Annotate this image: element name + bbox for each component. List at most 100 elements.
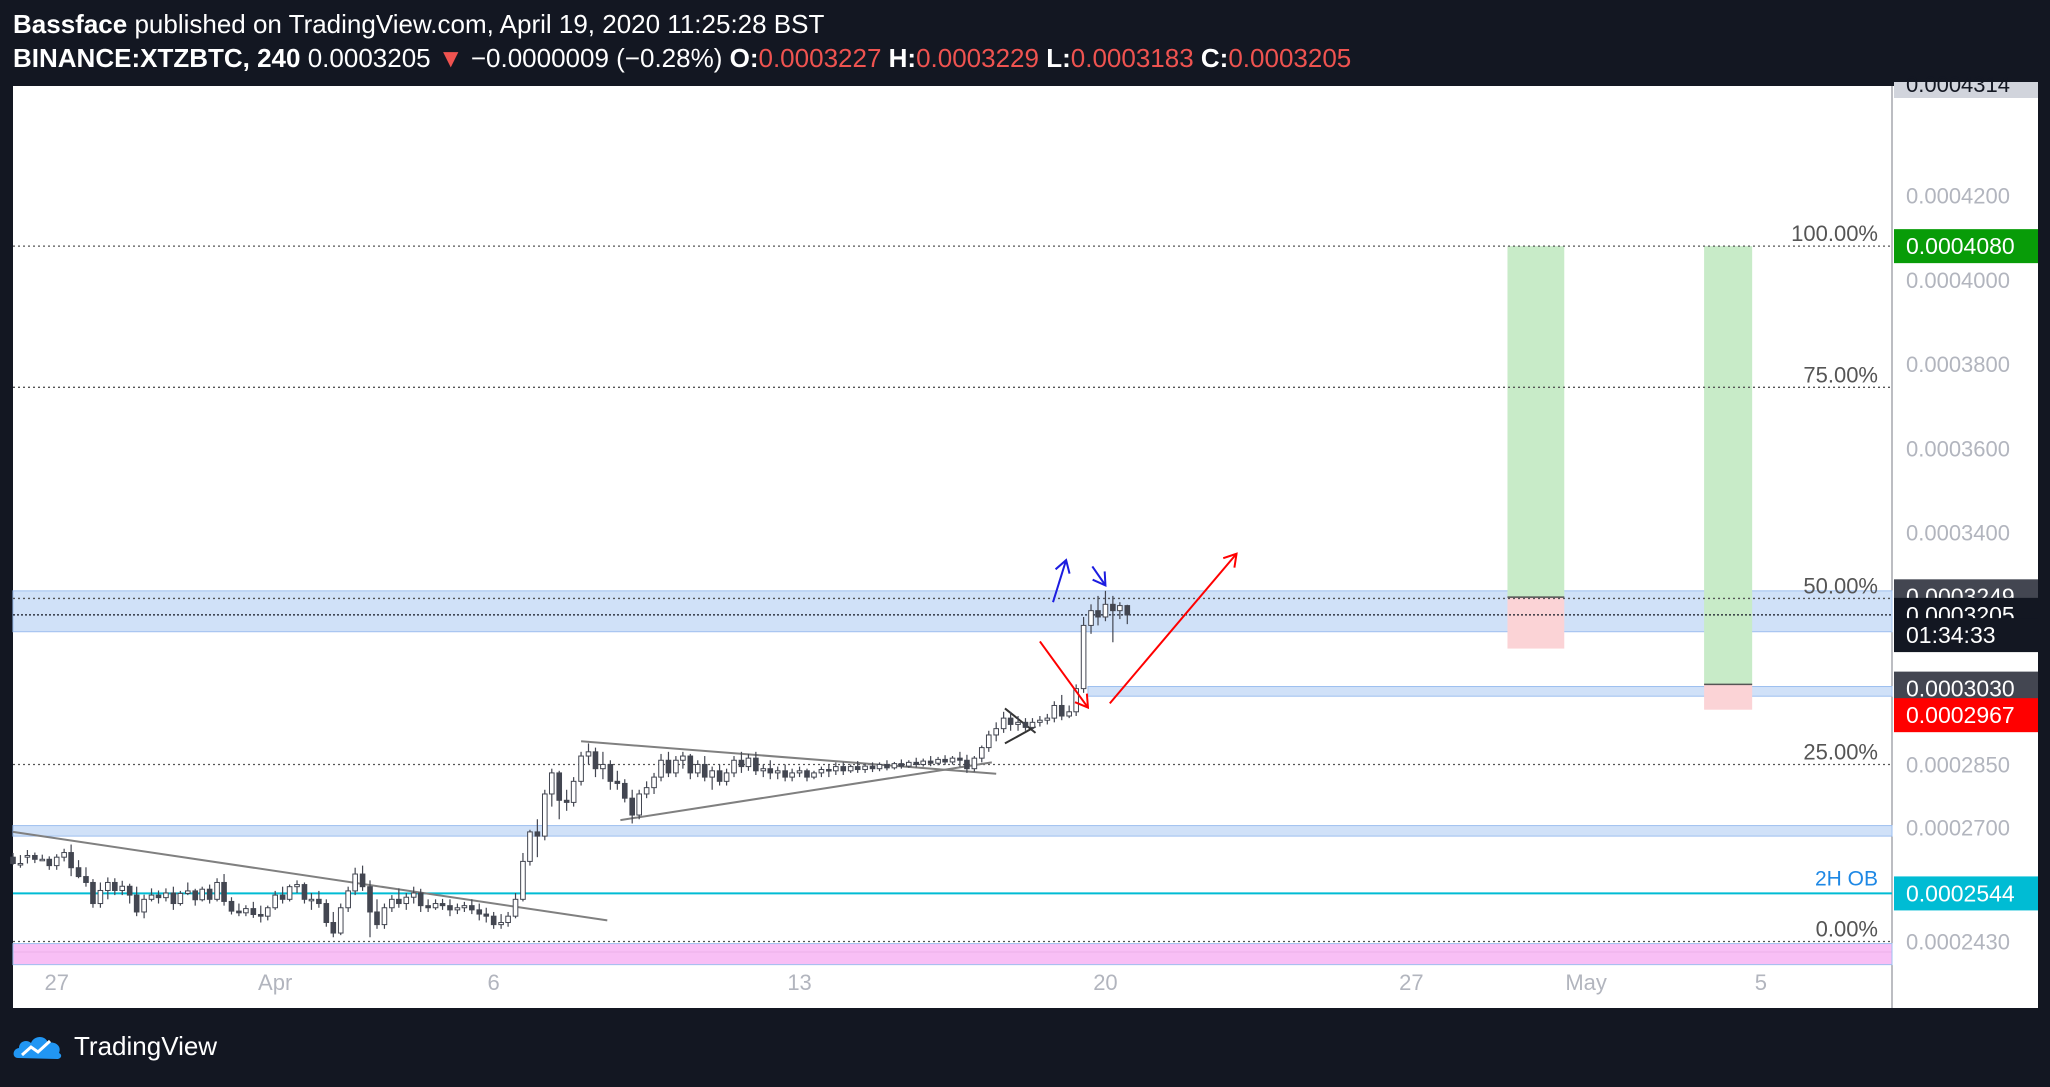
candle-body-6 (53, 856, 60, 867)
trendline-0 (12, 830, 608, 922)
candle-body-108 (796, 770, 803, 774)
candle-body-110 (811, 772, 817, 778)
candle-body-80 (592, 751, 599, 770)
candle-body-104 (767, 768, 774, 774)
candle-body-4 (39, 858, 46, 862)
candle-body-58 (432, 903, 439, 909)
position-target-1 (1704, 246, 1753, 685)
price-tick-5: 0.0002850 (1906, 752, 2010, 777)
brand-name: TradingView (74, 1030, 218, 1061)
price-tick-3: 0.0003600 (1906, 436, 2010, 461)
time-tick-4: 20 (1093, 970, 1117, 995)
candle-body-90 (665, 759, 672, 774)
candle-body-27 (206, 888, 213, 900)
candle-body-94 (694, 763, 701, 774)
price-tick-4: 0.0003400 (1906, 521, 2010, 546)
price-tick-6: 0.0002700 (1906, 816, 2010, 841)
price-label-text-4: 0.0003030 (1906, 676, 2015, 702)
fib-label-4: 0.00% (1816, 916, 1878, 941)
candle-body-74 (548, 772, 555, 795)
candle-body-28 (214, 881, 220, 900)
top-price-tag (1894, 82, 2038, 98)
candle-body-78 (578, 755, 584, 782)
candle-body-16 (126, 885, 133, 896)
candle-body-124 (913, 761, 920, 765)
candle-body-101 (745, 757, 752, 768)
arrow-head-3 (1092, 571, 1107, 587)
candle-body-62 (461, 905, 468, 909)
candle-body-123 (905, 761, 912, 767)
candle-body-102 (753, 757, 759, 772)
candle-body-75 (556, 772, 563, 801)
candle-body-55 (410, 892, 417, 898)
trendline-2 (620, 761, 992, 822)
candle-body-60 (447, 905, 453, 911)
low-label: L: (1046, 43, 1071, 73)
candle-body-30 (228, 900, 235, 912)
candle-body-144 (1058, 704, 1065, 717)
position-stop-0 (1507, 597, 1565, 649)
candle-body-24 (184, 890, 191, 894)
candle-body-82 (607, 763, 614, 782)
candle-body-43 (323, 903, 330, 924)
candle-body-116 (854, 766, 861, 771)
candle-body-106 (782, 770, 788, 778)
price-tick-1: 0.0004000 (1906, 268, 2010, 293)
price-label-bg-5 (1894, 698, 2038, 733)
candle-body-138 (1015, 721, 1021, 725)
candle-body-7 (61, 852, 67, 858)
author-name: Bassface (13, 9, 128, 39)
candle-body-115 (847, 766, 854, 772)
time-tick-3: 13 (787, 970, 811, 995)
candle-body-151 (1110, 603, 1116, 612)
candle-body-143 (1051, 704, 1058, 719)
trendline-4 (1004, 725, 1037, 745)
candle-body-25 (192, 890, 199, 901)
close-label: C: (1200, 43, 1229, 73)
candle-body-137 (1007, 717, 1014, 725)
candle-body-140 (1029, 721, 1036, 728)
candle-body-50 (374, 911, 380, 926)
candle-body-53 (396, 898, 402, 905)
candle-body-11 (90, 881, 96, 905)
close-value: 0.0003205 (1228, 43, 1352, 73)
candle-body-52 (389, 898, 395, 909)
candle-body-149 (1095, 610, 1101, 618)
candle-body-32 (243, 908, 249, 914)
ob-label: 2H OB (1815, 867, 1878, 890)
candle-body-81 (600, 763, 606, 770)
candle-body-119 (876, 763, 883, 770)
candle-body-148 (1088, 610, 1094, 626)
candle-body-12 (97, 889, 104, 905)
arrow-head-0 (1074, 693, 1090, 710)
candle-body-13 (105, 881, 111, 891)
candle-body-19 (148, 894, 155, 900)
candle-body-65 (483, 913, 490, 917)
candle-body-79 (585, 751, 592, 757)
fib-label-2: 50.00% (1803, 573, 1878, 598)
price-axis-background (1892, 86, 2038, 1008)
fib-label-3: 25.00% (1803, 739, 1878, 764)
price-label-text-6: 0.0002544 (1906, 880, 2015, 906)
candle-body-14 (112, 881, 118, 891)
arrow-head-1 (1222, 552, 1238, 568)
candle-body-109 (804, 770, 810, 778)
candle-body-1 (17, 863, 24, 866)
tradingview-cloud-icon (13, 1037, 62, 1059)
tradingview-logo[interactable]: TradingView (12, 1028, 217, 1064)
candle-body-5 (46, 858, 53, 867)
candle-body-20 (155, 894, 162, 899)
price-tick-0: 0.0004200 (1906, 184, 2010, 209)
candle-body-87 (643, 787, 650, 795)
candle-body-21 (163, 892, 169, 899)
zone-blue-1 (1087, 686, 1893, 697)
candle-body-33 (250, 908, 257, 915)
price-change: −0.0000009 (−0.28%) (470, 43, 723, 73)
chart-header-publisher: Bassface published on TradingView.com, A… (13, 8, 824, 40)
candle-body-84 (621, 782, 628, 799)
candle-body-86 (636, 793, 642, 816)
candle-body-128 (942, 758, 948, 763)
candle-body-68 (505, 915, 511, 924)
